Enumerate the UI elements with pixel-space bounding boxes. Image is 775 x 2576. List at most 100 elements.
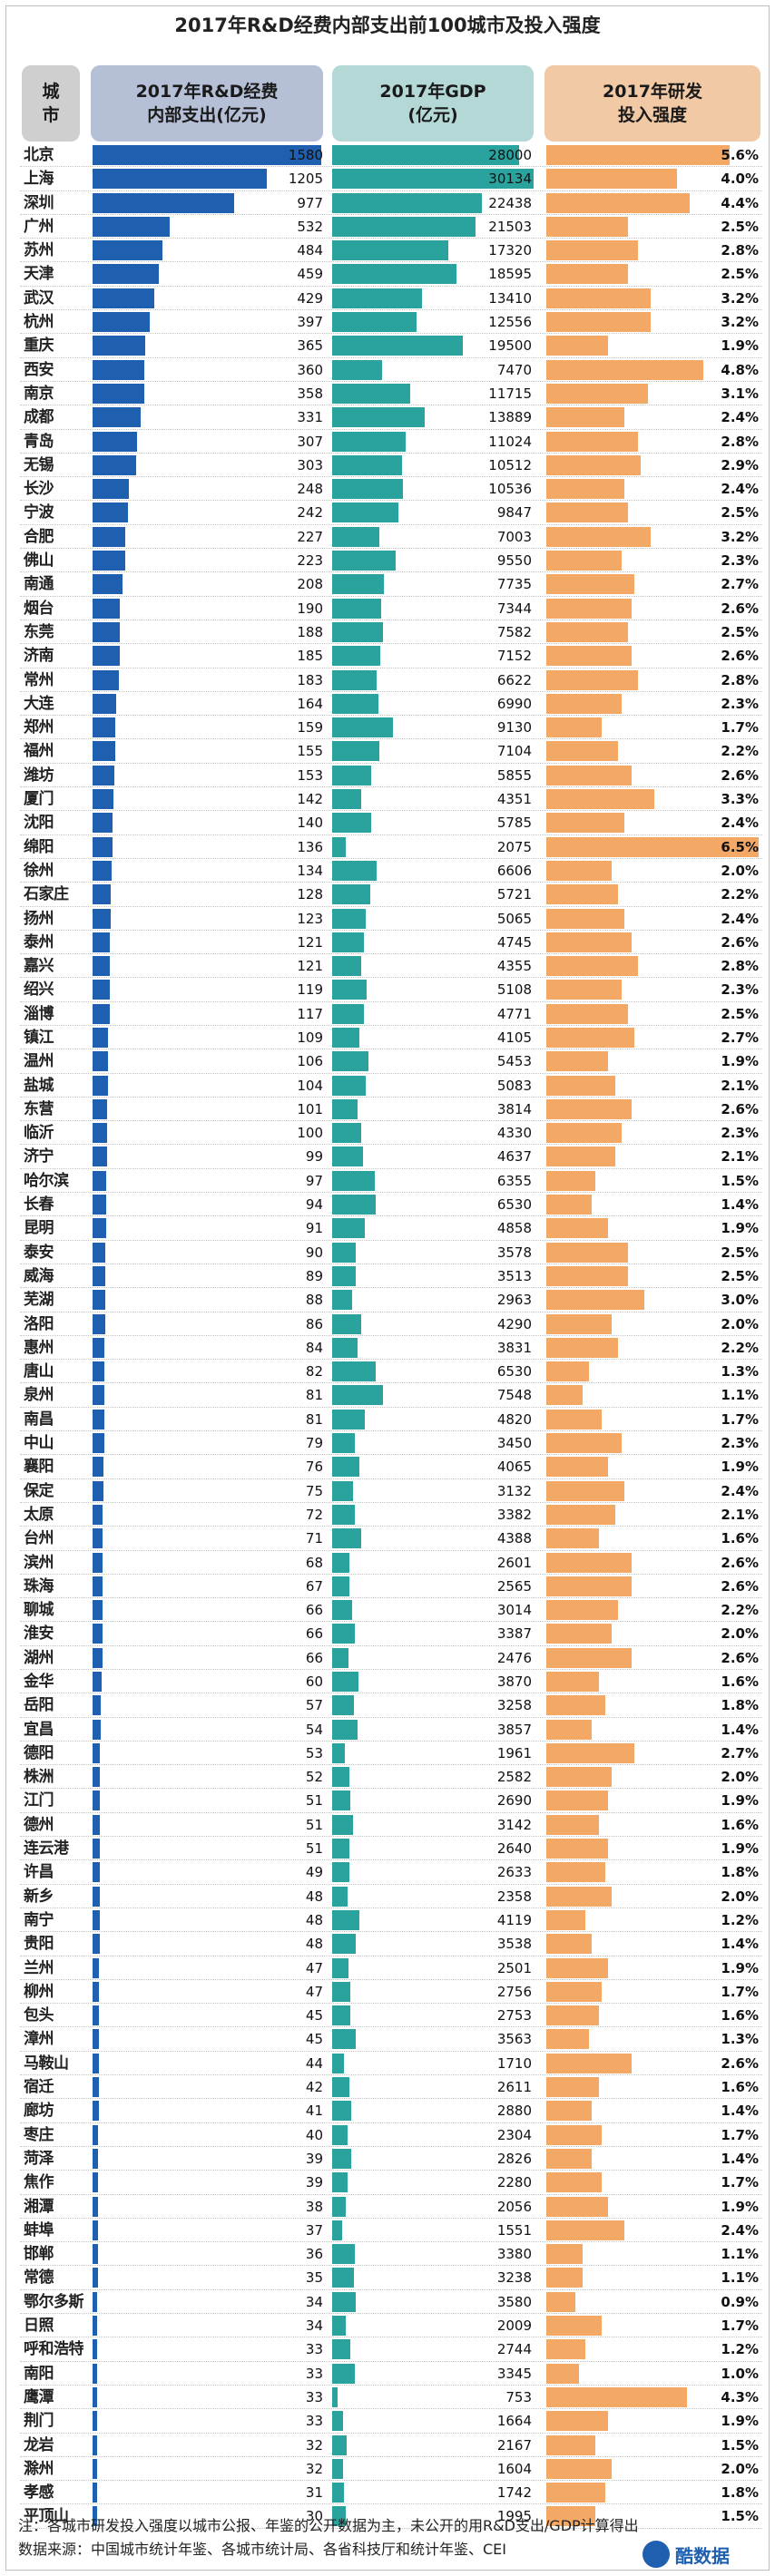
rd-value-label: 90 <box>305 1244 323 1261</box>
rd-bar <box>93 860 113 881</box>
rd-value-label: 365 <box>297 337 323 355</box>
table-row: 宜昌 54 3857 1.4% <box>0 1718 775 1742</box>
gdp-bar <box>332 2506 346 2527</box>
table-row: 盐城 104 5083 2.1% <box>0 1074 775 1098</box>
gdp-value-label: 3014 <box>496 1602 532 1619</box>
intensity-bar <box>546 1385 583 1406</box>
intensity-bar <box>546 1957 609 1978</box>
intensity-value-label: 1.9% <box>721 1053 759 1070</box>
rd-bar <box>93 2101 99 2122</box>
city-label: 宜昌 <box>24 1720 54 1739</box>
intensity-bar <box>546 1647 632 1668</box>
gdp-bar <box>332 192 483 213</box>
intensity-bar <box>546 2386 687 2407</box>
table-row: 淄博 117 4771 2.5% <box>0 1002 775 1026</box>
rd-value-label: 31 <box>305 2484 323 2502</box>
table-row: 江门 51 2690 1.9% <box>0 1789 775 1813</box>
rd-value-label: 45 <box>305 2031 323 2048</box>
city-label: 柳州 <box>24 1982 54 2001</box>
rd-bar <box>93 1695 102 1716</box>
city-label: 泉州 <box>24 1386 54 1405</box>
intensity-bar <box>546 1839 609 1859</box>
city-label: 邯郸 <box>24 2245 54 2264</box>
gdp-value-label: 3870 <box>496 1673 532 1690</box>
gdp-value-label: 2476 <box>496 1649 532 1666</box>
rd-bar <box>93 2196 99 2217</box>
intensity-value-label: 3.2% <box>721 314 759 331</box>
row-divider <box>20 1883 762 1885</box>
rd-value-label: 1205 <box>288 171 323 188</box>
intensity-bar <box>546 741 619 762</box>
rd-bar <box>93 2291 98 2312</box>
table-row: 青岛 307 11024 2.8% <box>0 430 775 454</box>
intensity-bar <box>546 431 638 452</box>
gdp-bar <box>332 574 384 595</box>
intensity-bar <box>546 2124 603 2145</box>
row-divider <box>20 1621 762 1623</box>
table-row: 宿迁 42 2611 1.6% <box>0 2075 775 2100</box>
intensity-bar <box>546 2053 632 2073</box>
city-label: 焦作 <box>24 2173 54 2192</box>
row-divider <box>20 1811 762 1813</box>
gdp-value-label: 9847 <box>496 504 532 522</box>
row-divider <box>20 2217 762 2219</box>
gdp-value-label: 3814 <box>496 1100 532 1117</box>
rd-bar <box>93 1457 104 1478</box>
gdp-value-label: 7104 <box>496 743 532 760</box>
row-divider <box>20 643 762 645</box>
rd-value-label: 48 <box>305 1936 323 1953</box>
row-divider <box>20 1120 762 1122</box>
table-row: 柳州 47 2756 1.7% <box>0 1980 775 2005</box>
gdp-value-label: 4771 <box>496 1005 532 1022</box>
intensity-bar <box>546 2196 609 2217</box>
gdp-bar <box>332 1504 355 1525</box>
row-divider <box>20 2003 762 2005</box>
intensity-bar <box>546 2005 599 2026</box>
city-label: 保定 <box>24 1481 54 1500</box>
intensity-value-label: 3.1% <box>721 385 759 402</box>
intensity-bar <box>546 1075 615 1096</box>
gdp-value-label: 30134 <box>488 171 532 188</box>
intensity-value-label: 1.2% <box>721 2341 759 2358</box>
rd-bar <box>93 1814 101 1835</box>
intensity-bar <box>546 336 609 356</box>
intensity-bar <box>546 646 632 667</box>
rd-bar <box>93 2124 99 2145</box>
gdp-bar <box>332 1218 365 1239</box>
city-label: 德阳 <box>24 1743 54 1762</box>
intensity-value-label: 2.6% <box>721 1577 759 1595</box>
table-row: 合肥 227 7003 3.2% <box>0 525 775 550</box>
intensity-bar <box>546 1003 628 1024</box>
city-label: 长春 <box>24 1195 54 1215</box>
gdp-bar <box>332 1791 350 1811</box>
rd-value-label: 67 <box>305 1577 323 1595</box>
rd-value-label: 33 <box>305 2388 323 2405</box>
gdp-bar <box>332 2029 357 2050</box>
table-row: 宁波 242 9847 2.5% <box>0 501 775 525</box>
intensity-value-label: 2.1% <box>721 1077 759 1094</box>
city-label: 泰安 <box>24 1243 54 1262</box>
table-row: 滨州 68 2601 2.6% <box>0 1551 775 1575</box>
intensity-value-label: 2.0% <box>721 1625 759 1643</box>
row-divider <box>20 2098 762 2100</box>
city-label: 成都 <box>24 408 54 427</box>
rd-value-label: 358 <box>297 385 323 402</box>
row-divider <box>20 2170 762 2171</box>
row-divider <box>20 1359 762 1361</box>
intensity-value-label: 6.5% <box>721 838 759 855</box>
gdp-bar <box>332 1480 354 1501</box>
gdp-value-label: 6622 <box>496 671 532 688</box>
row-divider <box>20 1478 762 1479</box>
intensity-value-label: 2.4% <box>721 2221 759 2239</box>
table-row: 鹰潭 33 753 4.3% <box>0 2386 775 2410</box>
intensity-value-label: 2.0% <box>721 1888 759 1905</box>
row-divider <box>20 2265 762 2267</box>
row-divider <box>20 333 762 335</box>
gdp-value-label: 7344 <box>496 600 532 617</box>
rd-bar <box>93 574 123 595</box>
rd-value-label: 119 <box>297 981 323 999</box>
city-label: 天津 <box>24 265 54 284</box>
rd-value-label: 208 <box>297 576 323 593</box>
city-label: 滨州 <box>24 1553 54 1572</box>
rd-value-label: 32 <box>305 2436 323 2454</box>
